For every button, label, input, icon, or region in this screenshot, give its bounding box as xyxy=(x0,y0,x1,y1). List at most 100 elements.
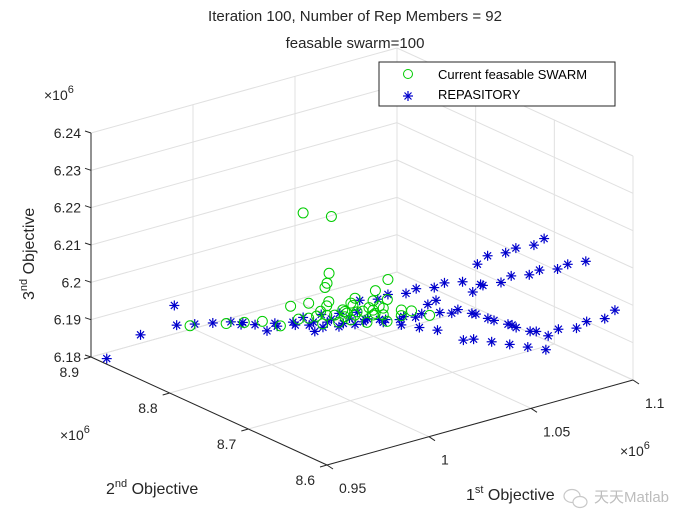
y-tick-mark xyxy=(162,392,170,396)
z-tick-mark xyxy=(84,242,92,246)
swarm-point xyxy=(325,210,337,222)
repository-point xyxy=(101,353,112,364)
swarm-point xyxy=(347,299,359,311)
repository-point xyxy=(422,299,433,310)
repository-point xyxy=(524,269,535,280)
x-tick-label: 1.1 xyxy=(645,395,665,411)
z-tick-mark xyxy=(84,279,92,283)
y-tick-label: 8.8 xyxy=(138,400,158,416)
swarm-point xyxy=(345,314,357,326)
swarm-point xyxy=(315,305,327,317)
repository-point xyxy=(287,317,298,328)
repository-point xyxy=(506,270,517,281)
repository-point xyxy=(467,287,478,297)
swarm-point xyxy=(333,316,345,328)
back-wall-gridline-z xyxy=(90,84,398,171)
repository-point xyxy=(434,307,445,318)
swarm-point xyxy=(395,310,407,322)
back-wall-gridline-z xyxy=(90,122,398,209)
repository-point xyxy=(431,295,442,306)
repository-point xyxy=(528,240,539,251)
z-tick-label: 6.19 xyxy=(54,312,81,328)
z-axis-label: 3nd Objective xyxy=(18,208,38,300)
swarm-point xyxy=(406,305,418,317)
swarm-point xyxy=(369,307,381,319)
swarm-point xyxy=(220,318,232,330)
repository-point xyxy=(489,315,499,326)
z-tick-label: 6.23 xyxy=(54,162,81,178)
side-wall-gridline-z xyxy=(396,234,634,344)
repository-point xyxy=(401,288,411,299)
swarm-point xyxy=(351,306,363,318)
swarm-point xyxy=(297,207,309,219)
repository-point xyxy=(414,322,425,333)
repository-point xyxy=(475,279,486,290)
x-axis-label: 1st Objective xyxy=(466,484,555,504)
z-tick-mark xyxy=(84,317,92,321)
legend: Current feasable SWARM REPASITORY xyxy=(378,61,616,107)
y-tick-label: 8.9 xyxy=(60,364,80,380)
repository-point xyxy=(540,344,551,355)
legend-circle-marker-icon xyxy=(403,69,413,79)
x-tick-mark xyxy=(530,407,538,413)
repository-point xyxy=(458,335,469,346)
repository-point xyxy=(269,318,280,329)
z-tick-label: 6.22 xyxy=(54,200,81,216)
repository-point xyxy=(562,259,573,270)
z-tick-label: 6.24 xyxy=(54,125,81,141)
repository-point xyxy=(262,325,272,336)
repository-point xyxy=(135,329,146,340)
z-tick-label: 6.18 xyxy=(54,349,81,365)
repository-point xyxy=(452,304,463,315)
repository-point xyxy=(510,243,521,254)
back-wall-gridline-z xyxy=(90,47,398,134)
repository-point xyxy=(309,326,320,337)
repository-point xyxy=(457,276,468,287)
repository-point xyxy=(500,247,511,258)
swarm-point xyxy=(303,297,315,309)
repository-point xyxy=(432,325,443,336)
axis-layer xyxy=(83,130,640,470)
repository-point xyxy=(531,326,542,337)
swarm-point xyxy=(367,295,379,307)
tick-label-layer: 6.18 6.19 6.2 6.21 6.22 6.23 6.24 8.6 8.7 8.8 8.9 0… xyxy=(54,125,665,496)
repository-point xyxy=(581,316,592,327)
back-wall-gridline-z xyxy=(90,234,398,321)
y-tick-mark xyxy=(319,464,328,468)
y-exponent-label: ×106 xyxy=(60,424,90,443)
swarm-point xyxy=(323,267,335,279)
swarm-point xyxy=(361,316,373,328)
y-tick-label: 8.7 xyxy=(217,436,237,452)
legend-asterisk-marker-icon xyxy=(403,91,413,101)
swarm-point xyxy=(337,304,349,316)
repository-point xyxy=(539,233,550,244)
data-points xyxy=(101,207,620,364)
repository-point xyxy=(609,305,620,316)
back-wall-gridline-z xyxy=(90,196,398,283)
repository-point xyxy=(468,334,479,345)
side-wall-gridline-z xyxy=(396,196,634,306)
repository-point xyxy=(317,322,328,333)
chart-subtitle: feasable swarm=100 xyxy=(286,35,425,52)
back-wall-gridline-z xyxy=(90,159,398,246)
watermark: 天天Matlab xyxy=(563,488,669,509)
z-tick-label: 6.2 xyxy=(62,274,82,290)
repository-point xyxy=(439,277,450,288)
repository-point xyxy=(429,282,440,293)
legend-box xyxy=(378,61,616,107)
watermark-text: 天天Matlab xyxy=(594,489,669,506)
repository-point xyxy=(496,277,506,288)
swarm-point xyxy=(381,315,393,327)
x-tick-label: 1 xyxy=(441,452,449,468)
repository-point xyxy=(504,339,515,350)
x-tick-label: 0.95 xyxy=(339,480,366,496)
repository-point xyxy=(552,264,563,274)
swarm-point xyxy=(339,305,351,317)
y-tick-mark xyxy=(241,428,249,432)
x-tick-mark xyxy=(632,379,640,385)
z-tick-label: 6.21 xyxy=(54,237,81,253)
repository-point xyxy=(482,250,493,261)
x-axis-line xyxy=(326,379,634,466)
repository-point xyxy=(236,319,247,330)
